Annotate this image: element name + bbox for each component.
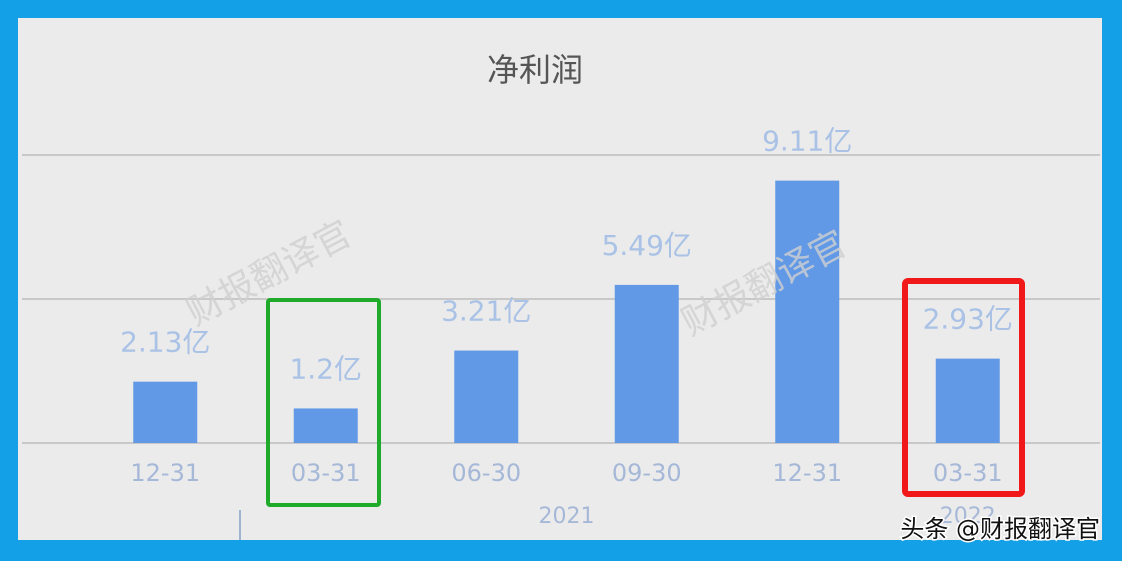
chart-title: 净利润 <box>487 51 583 89</box>
x-tick-label: 03-31 <box>291 459 361 487</box>
highlight-box <box>266 298 381 507</box>
x-tick-label: 12-31 <box>772 459 842 487</box>
x-tick-label: 06-30 <box>451 459 521 487</box>
value-label: 5.49亿 <box>602 229 692 262</box>
value-label: 1.2亿 <box>289 352 362 385</box>
value-label: 3.21亿 <box>441 295 531 328</box>
value-label: 2.13亿 <box>120 326 210 359</box>
bar <box>454 350 519 443</box>
x-tick-label: 09-30 <box>612 459 682 487</box>
bar <box>133 381 198 443</box>
value-label: 9.11亿 <box>762 125 852 158</box>
bar <box>614 284 679 443</box>
bar <box>775 180 840 443</box>
credit: 头条 @财报翻译官 <box>900 515 1100 543</box>
value-label: 2.93亿 <box>923 303 1013 336</box>
bar <box>293 408 358 443</box>
bar <box>935 358 1000 443</box>
x-tick-label: 03-31 <box>933 459 1003 487</box>
x-tick-label: 12-31 <box>130 459 200 487</box>
plot: 12-31 2.13亿 03-31 1.2亿 06-30 3.21亿 09-30 5.49亿 1… <box>22 125 1100 540</box>
x-group-label: 2022 <box>940 504 996 529</box>
highlight-box <box>902 278 1025 497</box>
x-group-label: 2021 <box>539 504 595 529</box>
